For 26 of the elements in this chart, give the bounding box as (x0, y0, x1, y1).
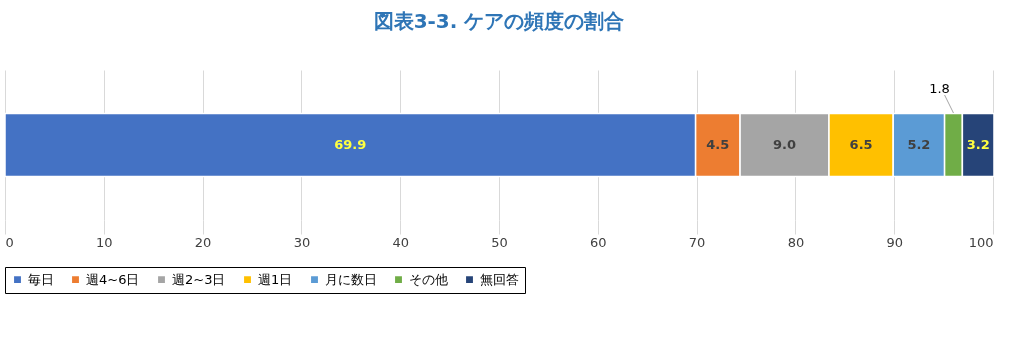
legend-label: 月に数日 (325, 271, 377, 287)
x-tick-label: 70 (688, 234, 706, 250)
x-tick-label: 20 (194, 234, 212, 250)
legend-label: 毎日 (28, 271, 54, 287)
x-tick-label: 100 (968, 234, 994, 250)
x-tick-label: 30 (293, 234, 311, 250)
legend-label: 週4~6日 (86, 271, 140, 287)
data-label: 9.0 (773, 137, 797, 152)
x-tick-label: 40 (392, 234, 409, 250)
x-tick-label: 60 (590, 234, 607, 250)
chart-title: 図表3-3. ケアの頻度の割合 (373, 9, 625, 33)
data-label: 5.2 (907, 137, 931, 152)
data-label: 4.5 (706, 137, 730, 152)
x-tick-label: 50 (491, 234, 508, 250)
legend-label: 週1日 (258, 271, 293, 287)
legend-label: 無回答 (480, 271, 519, 287)
x-tick-label: 90 (886, 234, 903, 250)
x-tick-label: 0 (5, 234, 14, 250)
data-label: 3.2 (966, 137, 990, 152)
legend-label: その他 (409, 271, 448, 287)
data-label: 6.5 (849, 137, 873, 152)
data-label: 1.8 (929, 81, 950, 96)
legend-label: 週2~3日 (172, 271, 226, 287)
x-tick-label: 80 (787, 234, 805, 250)
data-label: 69.9 (334, 137, 367, 152)
x-tick-label: 10 (96, 234, 113, 250)
